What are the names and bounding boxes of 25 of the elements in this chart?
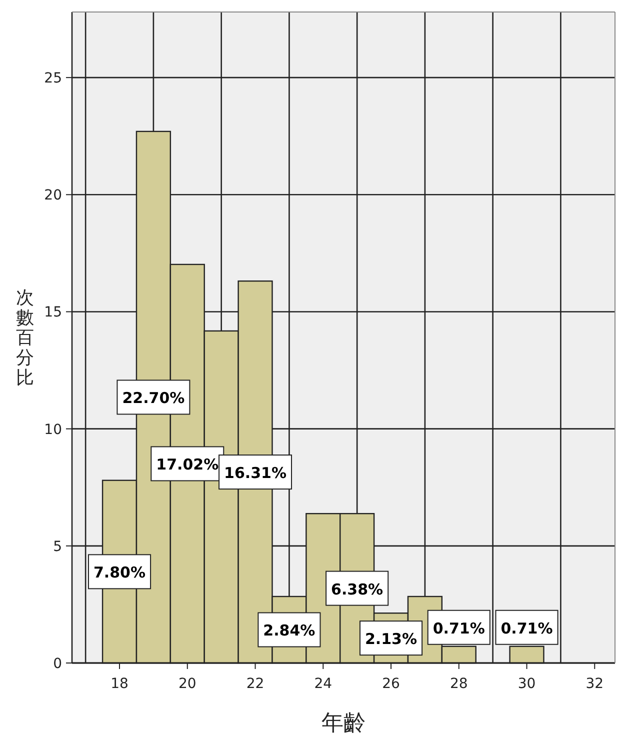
x-tick-label: 22 bbox=[246, 676, 264, 692]
y-tick-label: 20 bbox=[44, 188, 62, 204]
x-tick-label: 30 bbox=[518, 676, 536, 692]
data-label: 17.02% bbox=[156, 456, 219, 474]
data-label: 0.71% bbox=[500, 619, 553, 638]
y-tick-label: 10 bbox=[44, 422, 62, 438]
y-tick-label: 15 bbox=[44, 304, 62, 321]
data-label: 2.13% bbox=[364, 630, 418, 648]
data-label: 22.70% bbox=[122, 389, 185, 408]
y-tick-label: 5 bbox=[53, 538, 62, 555]
x-tick-label: 32 bbox=[586, 676, 604, 692]
y-tick-label: 0 bbox=[53, 656, 62, 672]
data-label: 2.84% bbox=[263, 622, 316, 640]
x-tick-label: 28 bbox=[450, 676, 468, 692]
y-tick-label: 25 bbox=[44, 70, 62, 87]
data-label: 7.80% bbox=[93, 564, 146, 582]
x-axis-title: 年齡 bbox=[322, 711, 366, 736]
y-axis-title: 次數百分比 bbox=[16, 288, 34, 388]
data-label: 0.71% bbox=[432, 619, 485, 638]
x-tick-label: 26 bbox=[382, 676, 400, 692]
data-label: 16.31% bbox=[224, 464, 287, 482]
x-tick-label: 20 bbox=[178, 676, 196, 692]
data-label: 6.38% bbox=[331, 580, 384, 598]
x-tick-label: 18 bbox=[110, 676, 128, 692]
x-tick-label: 24 bbox=[314, 676, 332, 692]
